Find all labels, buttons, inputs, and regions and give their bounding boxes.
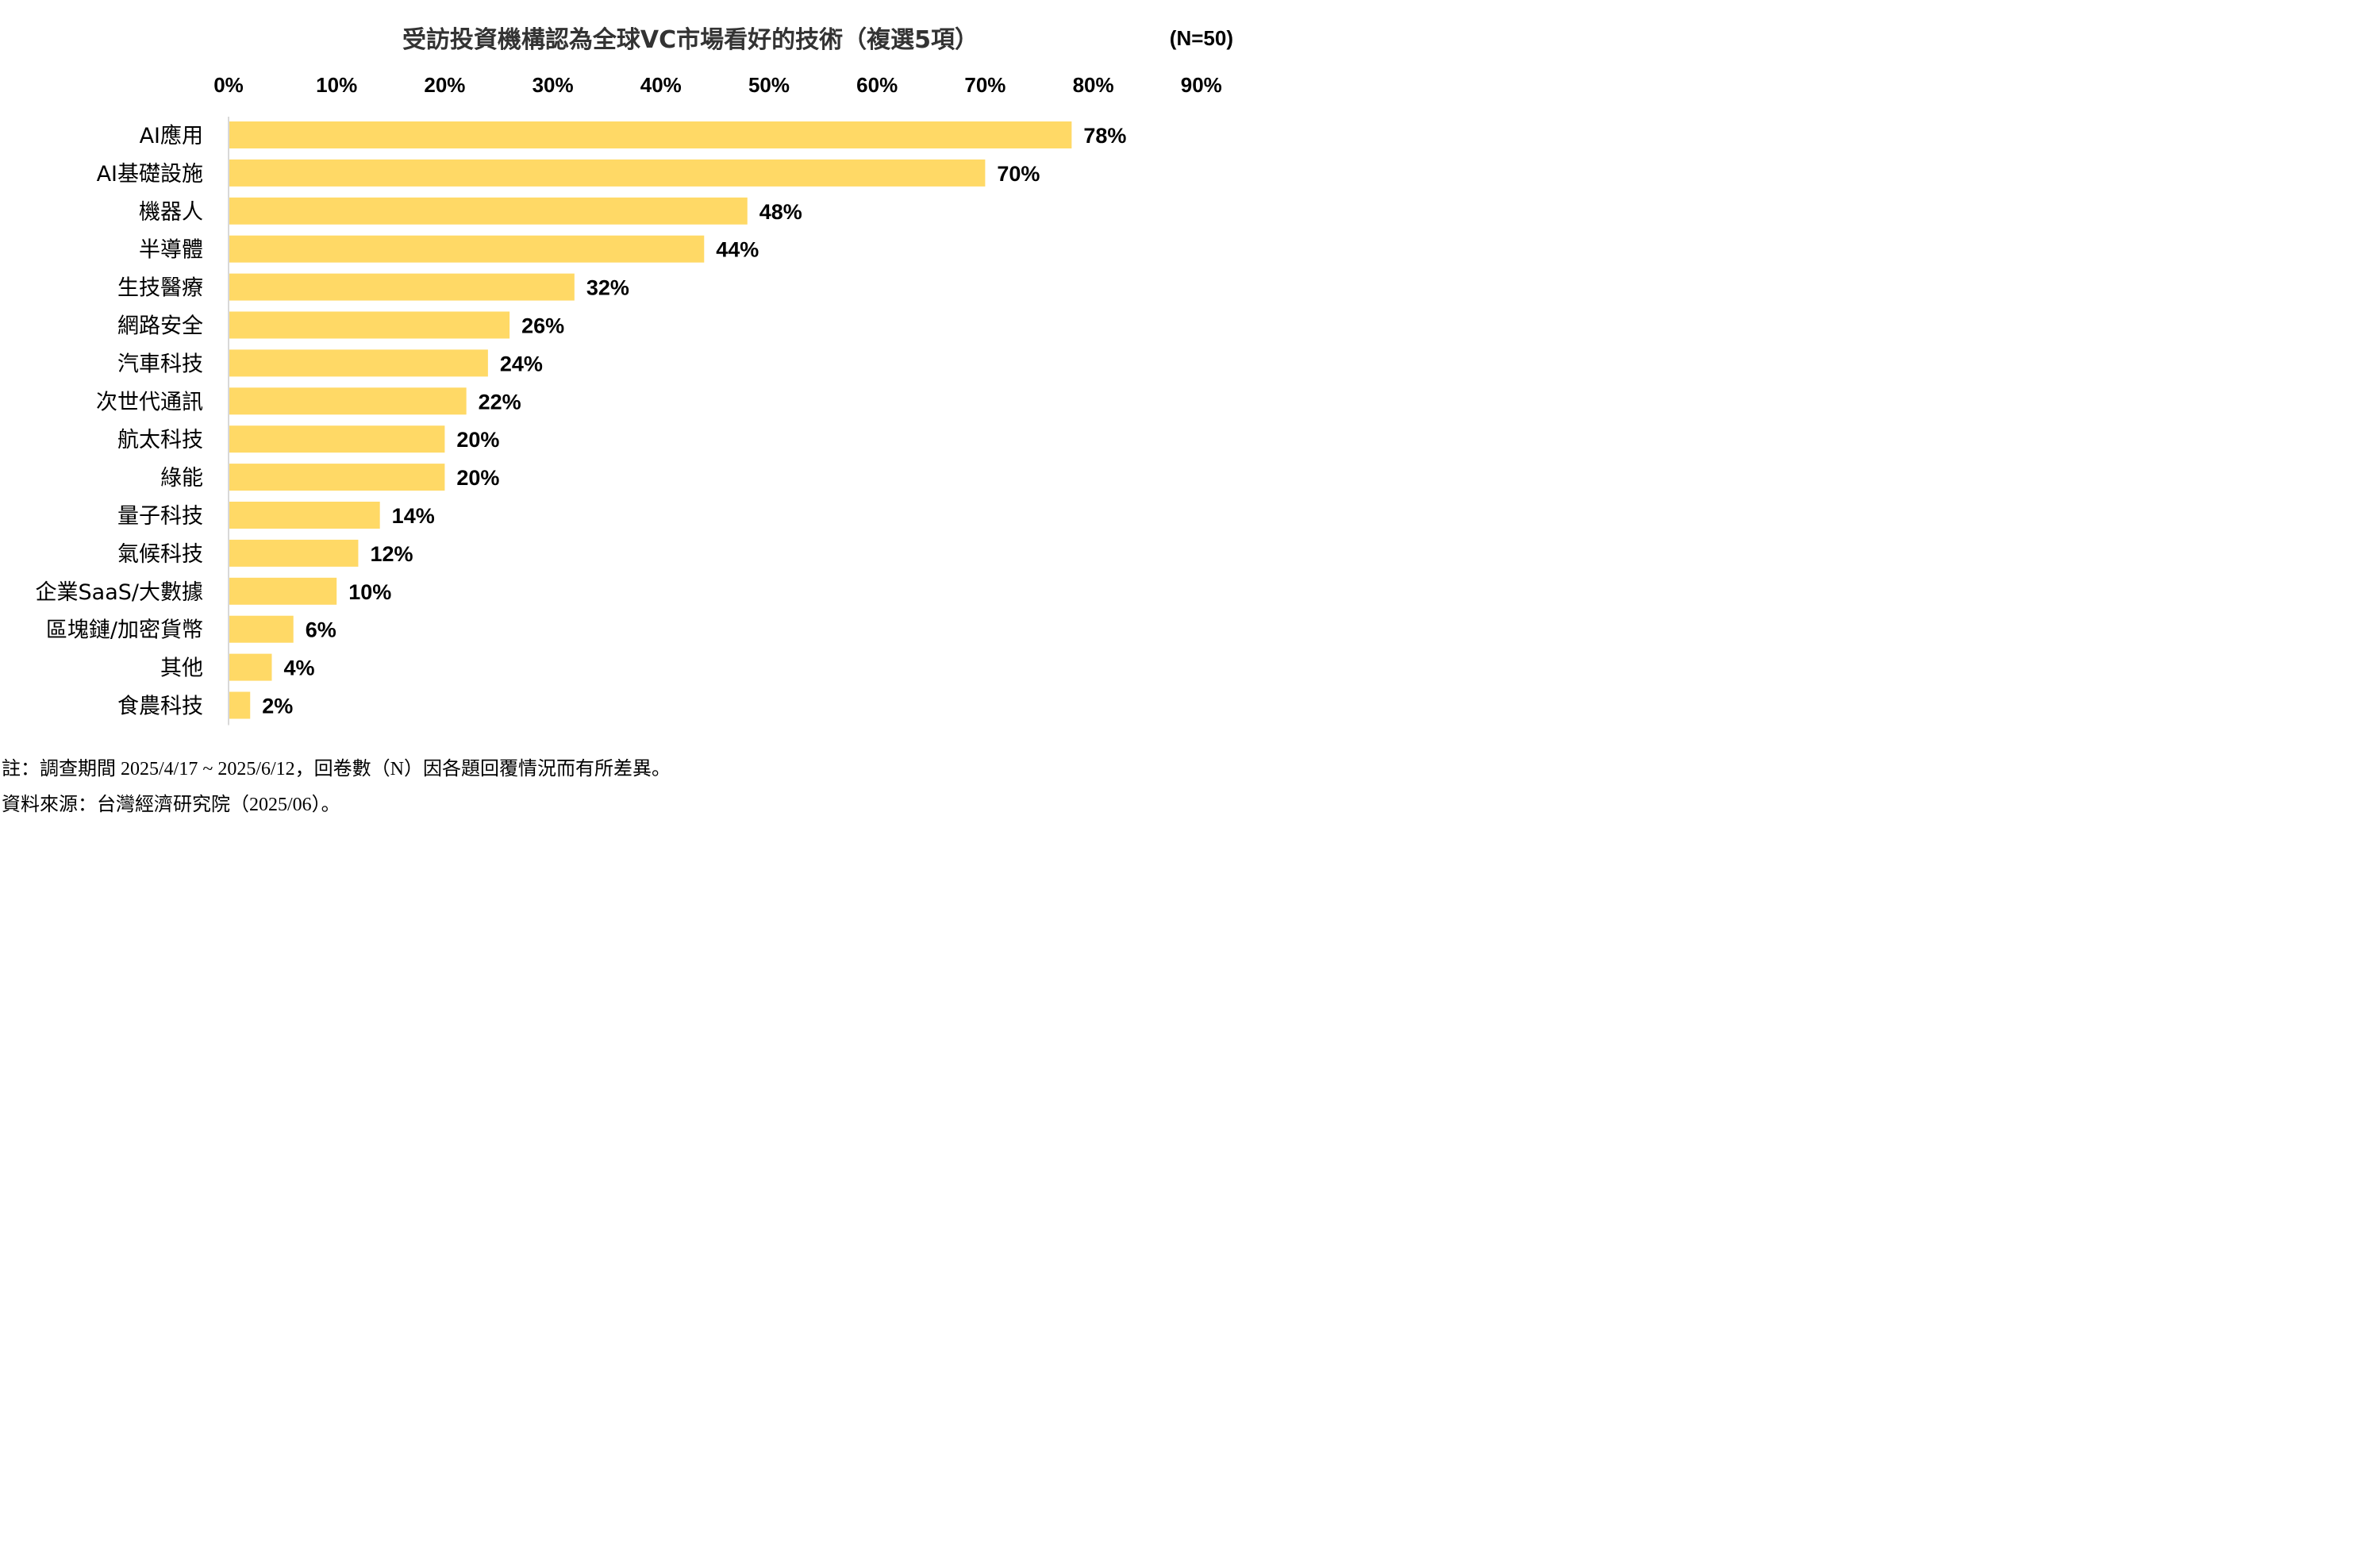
x-tick-label: 0%: [213, 73, 244, 97]
x-tick-label: 60%: [856, 73, 898, 97]
value-label: 12%: [370, 542, 413, 566]
x-tick-label: 20%: [424, 73, 465, 97]
value-label: 32%: [586, 276, 629, 300]
category-label: 食農科技: [117, 695, 203, 719]
bar: [229, 464, 445, 491]
bar: [229, 311, 510, 339]
value-label: 6%: [306, 618, 336, 642]
x-tick-label: 80%: [1073, 73, 1114, 97]
bar: [229, 502, 380, 529]
category-label: 區塊鏈/加密貨幣: [46, 618, 203, 643]
category-label: 綠能: [160, 466, 203, 491]
bars-group: AI應用 78% AI基礎設施 70% 機器人 48% 半導體 44% 生技醫療 32% 網路安全 2…: [36, 121, 1126, 719]
value-label: 10%: [348, 580, 391, 604]
category-label: 次世代通訊: [96, 390, 203, 414]
category-label: 氣候科技: [117, 542, 203, 567]
x-tick-label: 50%: [748, 73, 790, 97]
value-label: 2%: [262, 695, 293, 718]
bar: [229, 425, 445, 453]
category-label: 機器人: [139, 200, 203, 225]
x-tick-label: 30%: [533, 73, 574, 97]
x-axis-ticks: 0% 10% 20% 30% 40% 50% 60% 70% 80% 90%: [213, 73, 1222, 97]
chart-title: 受訪投資機構認為全球VC市場看好的技術（複選5項）: [402, 26, 979, 54]
bar: [229, 159, 986, 187]
bar: [229, 615, 294, 643]
category-label: 企業SaaS/大數據: [36, 580, 203, 605]
bar: [229, 273, 575, 301]
bar: [229, 539, 359, 567]
value-label: 26%: [521, 314, 564, 338]
bar: [229, 577, 337, 605]
value-label: 24%: [500, 352, 543, 375]
x-tick-label: 10%: [316, 73, 357, 97]
category-label: 網路安全: [117, 314, 203, 339]
x-tick-label: 40%: [640, 73, 682, 97]
x-tick-label: 70%: [964, 73, 1005, 97]
bar: [229, 235, 705, 263]
value-label: 20%: [456, 466, 499, 490]
value-label: 44%: [716, 238, 759, 262]
value-label: 70%: [997, 162, 1040, 186]
category-label: AI應用: [140, 124, 203, 148]
bar: [229, 653, 272, 681]
bar: [229, 387, 467, 415]
bar: [229, 121, 1072, 148]
category-label: 半導體: [139, 238, 203, 263]
value-label: 4%: [283, 656, 314, 680]
bar: [229, 691, 251, 719]
survey-note: 註：調查期間 2025/4/17 ~ 2025/6/12，回卷數（N）因各題回覆…: [2, 759, 671, 780]
category-label: 生技醫療: [117, 276, 203, 301]
category-label: 其他: [160, 656, 203, 681]
category-label: 量子科技: [117, 504, 203, 529]
data-source: 資料來源：台灣經濟研究院（2025/06）。: [2, 795, 340, 815]
category-label: AI基礎設施: [97, 162, 203, 187]
category-label: 航太科技: [117, 428, 203, 452]
value-label: 78%: [1083, 124, 1126, 148]
bar: [229, 197, 748, 225]
x-tick-label: 90%: [1181, 73, 1222, 97]
value-label: 48%: [759, 200, 802, 224]
value-label: 20%: [456, 428, 499, 452]
value-label: 14%: [392, 504, 435, 528]
chart: 受訪投資機構認為全球VC市場看好的技術（複選5項） (N=50) 0% 10% 20…: [36, 26, 1233, 726]
sample-size-note: (N=50): [1170, 26, 1233, 50]
value-label: 22%: [479, 390, 521, 414]
category-label: 汽車科技: [117, 352, 203, 376]
bar: [229, 349, 488, 377]
